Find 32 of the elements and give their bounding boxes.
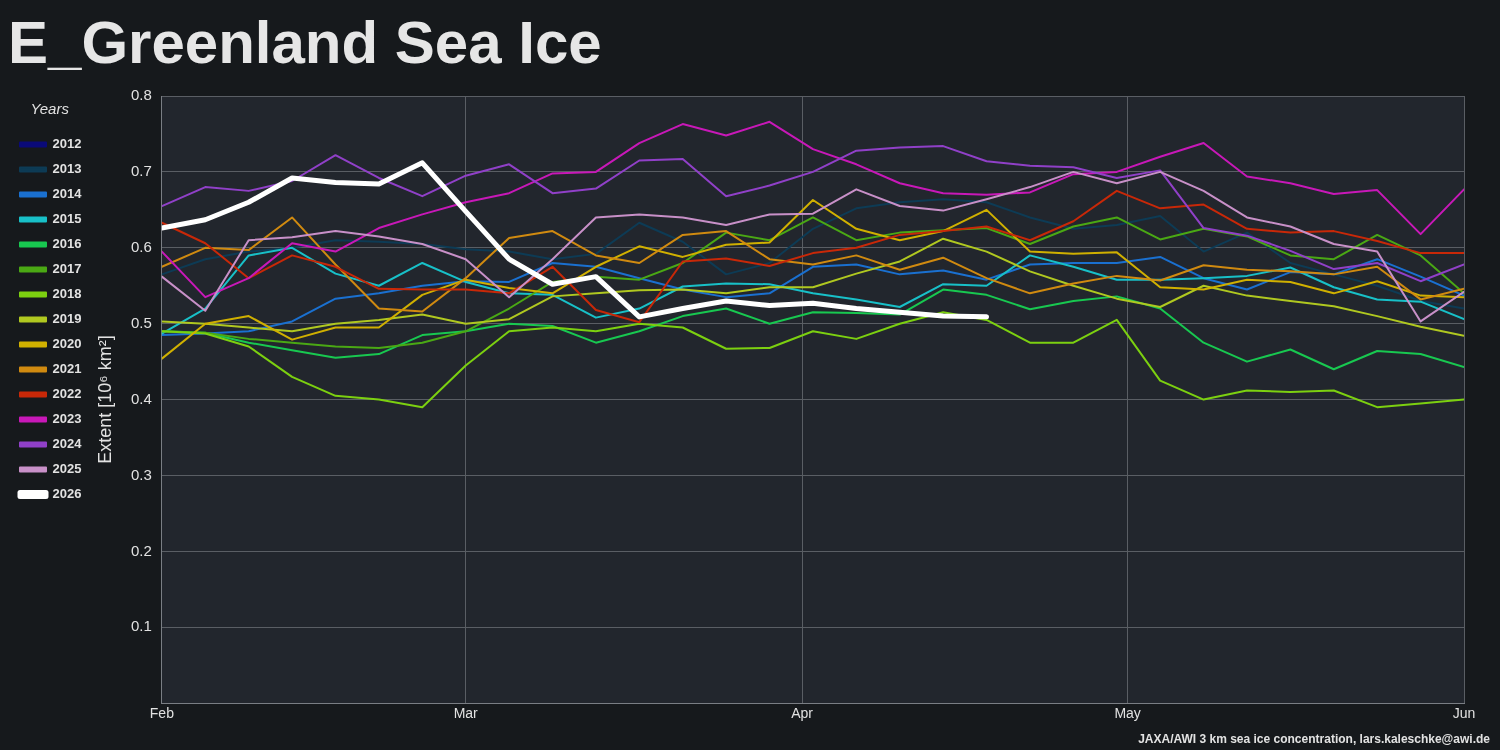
legend-label: 2019	[52, 311, 82, 327]
legend-label: 2023	[52, 411, 82, 427]
y-axis-title: Extent [10⁶ km²]	[95, 335, 116, 464]
x-tick-label: Mar	[453, 705, 479, 722]
legend-label: 2016	[52, 236, 82, 252]
y-tick-label: 0.6	[131, 237, 152, 255]
y-tick-label: 0.3	[131, 465, 152, 483]
legend-label: 2026	[52, 486, 82, 502]
y-tick-label: 0.4	[131, 389, 152, 407]
legend-label: 2017	[52, 261, 82, 277]
chart-title: E_Greenland Sea Ice	[8, 8, 602, 76]
x-tick-label: May	[1114, 705, 1141, 722]
legend-label: 2020	[52, 336, 82, 352]
legend-label: 2024	[52, 436, 83, 452]
y-tick-label: 0.8	[131, 86, 152, 104]
legend-title: Years	[30, 99, 70, 117]
y-tick-label: 0.7	[131, 162, 152, 180]
x-tick-label: Feb	[149, 705, 175, 722]
text: JAXA/AWI 3 km sea ice concentration, lars.kaleschke@awi.de	[1138, 732, 1491, 747]
legend-label: 2014	[52, 186, 83, 202]
legend-label: 2022	[52, 386, 82, 402]
legend-label: 2021	[52, 361, 82, 377]
legend-label: 2018	[52, 286, 82, 302]
x-tick-label: Jun	[1452, 705, 1476, 722]
x-tick-label: Apr	[791, 705, 814, 722]
legend-label: 2025	[52, 461, 82, 477]
legend-label: 2013	[52, 161, 82, 177]
y-tick-label: 0.5	[131, 313, 152, 331]
legend-label: 2015	[52, 211, 82, 227]
y-tick-label: 0.2	[131, 541, 152, 559]
y-tick-label: 0.1	[131, 617, 152, 635]
legend-label: 2012	[52, 136, 82, 152]
